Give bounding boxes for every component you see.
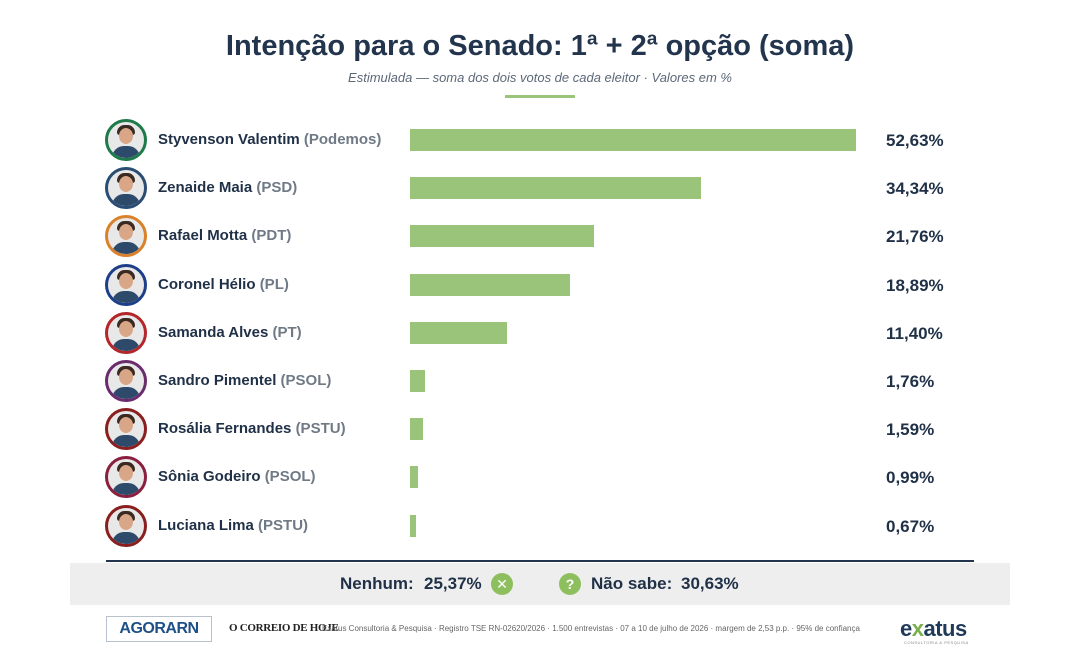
candidate-row: Rosália Fernandes (PSTU) 1,59% <box>100 405 980 453</box>
nenhum-label: Nenhum: <box>340 574 414 593</box>
correio-de-hoje-logo: O CORREIO DE HOJE <box>229 622 339 634</box>
survey-credit: Exatus Consultoria & Pesquisa · Registro… <box>322 624 860 633</box>
bar <box>410 514 416 537</box>
bar <box>410 177 701 200</box>
data-label: 1,59% <box>886 420 935 440</box>
candidate-row: Coronel Hélio (PL) 18,89% <box>100 261 980 309</box>
data-label: 0,67% <box>886 516 935 536</box>
data-label: 52,63% <box>886 131 944 150</box>
candidate-row: Luciana Lima (PSTU) 0,67% <box>100 502 980 550</box>
bar-track <box>410 321 856 344</box>
candidate-party: (PL) <box>259 275 289 293</box>
bar-track <box>410 225 856 248</box>
candidate-name-text: Styvenson Valentim <box>158 131 300 148</box>
nao-sabe-label: Não sabe: <box>591 574 673 593</box>
candidate-avatar <box>105 263 147 306</box>
candidate-party: (PSD) <box>256 179 298 197</box>
candidate-avatar <box>105 119 147 161</box>
bar <box>410 370 425 392</box>
candidate-name: Rafael Motta (PDT) <box>158 227 291 244</box>
bar <box>410 321 507 344</box>
bar-chart: Styvenson Valentim (Podemos) 52,63% Zenaid… <box>100 116 980 562</box>
candidate-party: (PDT) <box>251 227 292 245</box>
candidate-avatar <box>105 360 147 402</box>
data-label: 1,76% <box>886 372 935 391</box>
candidate-name-text: Rafael Motta <box>158 227 248 245</box>
candidate-party: (PSOL) <box>264 468 316 486</box>
agora-rn-logo: AGORARN <box>106 616 212 642</box>
bar-track <box>410 129 856 151</box>
data-label: 18,89% <box>886 275 944 295</box>
chart-title: Intenção para o Senado: 1ª + 2ª opção (s… <box>225 30 855 62</box>
candidate-name-text: Samanda Alves <box>158 323 269 341</box>
data-label: 21,76% <box>886 227 944 247</box>
candidate-name-text: Coronel Hélio <box>158 275 256 293</box>
candidate-row: Zenaide Maia (PSD) 34,34% <box>100 164 980 212</box>
bar <box>410 225 595 248</box>
title-underline <box>505 95 575 98</box>
candidate-name: Coronel Hélio (PL) <box>158 276 289 293</box>
bar-track <box>410 177 856 200</box>
candidate-party: (PSTU) <box>258 516 309 534</box>
candidate-avatar <box>105 504 147 547</box>
candidate-row: Rafael Motta (PDT) 21,76% <box>100 212 980 260</box>
exatus-logo: exatus <box>900 616 967 641</box>
candidate-name: Sônia Godeiro (PSOL) <box>158 468 316 485</box>
candidate-avatar <box>105 408 147 451</box>
bar-track <box>410 514 856 537</box>
bar-track <box>410 273 856 296</box>
candidate-avatar <box>105 215 147 258</box>
nao-sabe-value: 30,63% <box>681 574 739 593</box>
candidate-name-text: Sandro Pimentel <box>158 372 277 389</box>
candidate-party: (PSOL) <box>280 372 332 389</box>
bar-track <box>410 370 856 392</box>
candidate-party: (PSTU) <box>295 420 346 438</box>
question-circle-icon: ? <box>559 573 581 595</box>
candidate-name: Rosália Fernandes (PSTU) <box>158 420 346 437</box>
x-circle-icon: ✕ <box>491 573 513 595</box>
candidate-row: Sônia Godeiro (PSOL) 0,99% <box>100 453 980 501</box>
candidate-name-text: Sônia Godeiro <box>158 468 261 486</box>
candidate-row: Styvenson Valentim (Podemos) 52,63% <box>100 116 980 164</box>
candidate-name: Sandro Pimentel (PSOL) <box>158 372 331 389</box>
data-label: 11,40% <box>886 323 943 343</box>
bar <box>410 129 856 151</box>
candidate-name-text: Rosália Fernandes <box>158 420 292 438</box>
candidate-row: Samanda Alves (PT) 11,40% <box>100 309 980 357</box>
candidate-party: (PT) <box>272 323 302 341</box>
data-label: 0,99% <box>886 468 935 488</box>
candidate-name: Zenaide Maia (PSD) <box>158 179 297 196</box>
chart-subtitle: Estimulada — soma dos dois votos de cada… <box>348 70 732 85</box>
candidate-avatar <box>105 456 147 499</box>
candidate-name: Samanda Alves (PT) <box>158 324 302 341</box>
candidate-name-text: Luciana Lima <box>158 516 254 534</box>
footer: AGORARN O CORREIO DE HOJE Exatus Consult… <box>0 612 1080 652</box>
candidate-name: Luciana Lima (PSTU) <box>158 517 308 534</box>
bar <box>410 418 424 441</box>
candidate-row: Sandro Pimentel (PSOL) 1,76% <box>100 357 980 405</box>
candidate-party: (Podemos) <box>303 131 382 148</box>
summary-strip: Nenhum: 25,37% ✕ ? Não sabe: 30,63% <box>70 563 1010 605</box>
chart-baseline <box>106 560 974 562</box>
data-label: 34,34% <box>886 179 944 199</box>
candidate-avatar <box>105 311 147 354</box>
candidate-avatar <box>105 167 147 210</box>
exatus-logo-tagline: CONSULTORIA & PESQUISA <box>904 640 969 645</box>
bar <box>410 273 571 296</box>
bar <box>410 466 419 489</box>
candidate-name: Styvenson Valentim (Podemos) <box>158 131 381 148</box>
candidate-name-text: Zenaide Maia <box>158 179 253 197</box>
bar-track <box>410 466 856 489</box>
bar-track <box>410 418 856 441</box>
nenhum-value: 25,37% <box>424 574 482 593</box>
